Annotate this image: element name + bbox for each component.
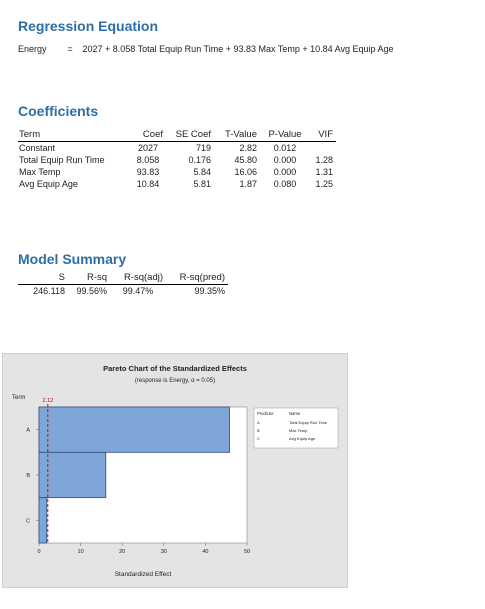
pareto-chart: Pareto Chart of the Standardized Effects… <box>2 353 348 588</box>
cell-r-sq-adj: 99.47% <box>122 286 154 296</box>
equation-response: Energy <box>18 44 47 54</box>
model-summary-header-row: S R-sq R-sq(adj) R-sq(pred) <box>18 272 228 285</box>
legend-name-b: Max Temp <box>289 428 308 433</box>
cell-vif: 1.25 <box>315 179 333 189</box>
chart-title: Pareto Chart of the Standardized Effects <box>103 364 247 373</box>
x-tick-label-10: 10 <box>78 549 84 555</box>
cell-p-value: 0.000 <box>273 155 297 165</box>
cell-r-sq: 99.56% <box>76 286 107 296</box>
col-vif: VIF <box>310 129 336 142</box>
equation-equals: = <box>67 44 73 54</box>
legend-header-name: Name <box>289 411 301 416</box>
cell-vif: 1.31 <box>315 167 333 177</box>
equation-terms: 2027 + 8.058 Total Equip Run Time + 93.8… <box>82 44 394 54</box>
x-tick-label-50: 50 <box>244 549 250 555</box>
col-r-sq: R-sq <box>68 272 110 285</box>
cell-term: Avg Equip Age <box>19 179 78 189</box>
cell-se-coef: 0.176 <box>188 155 211 165</box>
cell-p-value: 0.000 <box>273 167 297 177</box>
cell-vif <box>310 142 336 155</box>
cell-t-value: 1.87 <box>239 179 257 189</box>
table-row: Constant 2027 719 2.82 0.012 <box>18 142 336 155</box>
cell-coef: 8.058 <box>136 155 160 165</box>
cell-p-value: 0.080 <box>273 179 297 189</box>
table-row: Total Equip Run Time 8.058 0.176 45.80 0… <box>18 154 336 166</box>
y-axis-label: Term <box>12 395 25 401</box>
col-r-sq-pred: R-sq(pred) <box>166 272 228 285</box>
cell-coef: 2027 <box>137 143 159 153</box>
x-axis-label: Standardized Effect <box>115 571 172 578</box>
legend-key-c: C <box>257 436 260 441</box>
col-t-value: T-Value <box>214 129 260 142</box>
cell-t-value: 16.06 <box>234 167 257 177</box>
col-p-value: P-Value <box>260 129 310 142</box>
cell-term: Max Temp <box>19 167 61 177</box>
bar-b <box>38 451 107 499</box>
x-tick-label-0: 0 <box>37 549 40 555</box>
cell-coef: 10.84 <box>136 179 160 189</box>
bar-c <box>38 497 48 544</box>
legend-name-c: Avg Equip Age <box>289 436 316 441</box>
cell-term: Constant <box>19 143 56 153</box>
cell-term: Total Equip Run Time <box>19 155 105 165</box>
cell-se-coef: 719 <box>195 143 211 153</box>
cell-t-value: 45.80 <box>234 155 257 165</box>
cell-vif: 1.28 <box>315 155 333 165</box>
pareto-chart-svg: Pareto Chart of the Standardized Effects… <box>12 364 339 578</box>
y-tick-label-c: C <box>26 518 30 524</box>
legend-key-b: B <box>257 428 260 433</box>
legend-box <box>253 407 339 449</box>
y-tick-label-b: B <box>26 473 30 479</box>
y-tick-label-a: A <box>26 428 30 434</box>
table-row: Max Temp 93.83 5.84 16.06 0.000 1.31 <box>18 166 336 178</box>
bar-a <box>38 406 230 453</box>
model-summary-title: Model Summary <box>18 251 127 267</box>
x-tick-label-30: 30 <box>161 549 167 555</box>
col-term: Term <box>18 129 130 142</box>
col-coef: Coef <box>130 129 166 142</box>
x-tick-label-20: 20 <box>119 549 125 555</box>
col-s: S <box>18 272 68 285</box>
chart-subtitle: (response is Energy, α = 0.05) <box>135 378 215 384</box>
cell-coef: 93.83 <box>136 167 160 177</box>
col-se-coef: SE Coef <box>166 129 214 142</box>
cell-se-coef: 5.84 <box>193 167 211 177</box>
coefficients-title: Coefficients <box>18 103 99 119</box>
col-r-sq-adj: R-sq(adj) <box>110 272 166 285</box>
cell-p-value: 0.012 <box>273 143 297 153</box>
axis-layer: A B C 0 10 20 30 40 50 <box>26 428 250 555</box>
legend-key-a: A <box>257 420 260 425</box>
reference-line-label: 2.12 <box>42 398 53 404</box>
table-row: 246.118 99.56% 99.47% 99.35% <box>18 285 228 298</box>
chart-legend: Predictor Name A Total Equip Run Time B … <box>253 407 339 449</box>
cell-r-sq-pred: 99.35% <box>194 286 225 296</box>
reference-layer: 2.12 <box>42 398 53 543</box>
coefficients-table: Term Coef SE Coef T-Value P-Value VIF Co… <box>18 129 336 190</box>
model-summary-table: S R-sq R-sq(adj) R-sq(pred) 246.118 99.5… <box>18 272 228 297</box>
regression-title: Regression Equation <box>18 18 159 34</box>
coefficients-header-row: Term Coef SE Coef T-Value P-Value VIF <box>18 129 336 142</box>
cell-t-value: 2.82 <box>239 143 257 153</box>
cell-s: 246.118 <box>33 286 65 296</box>
legend-name-a: Total Equip Run Time <box>289 420 328 425</box>
x-tick-label-40: 40 <box>202 549 208 555</box>
table-row: Avg Equip Age 10.84 5.81 1.87 0.080 1.25 <box>18 178 336 190</box>
regression-equation: Energy = 2027 + 8.058 Total Equip Run Tim… <box>18 44 394 54</box>
bars-layer <box>38 406 230 544</box>
cell-se-coef: 5.81 <box>193 179 211 189</box>
legend-header-predictor: Predictor <box>257 411 274 416</box>
